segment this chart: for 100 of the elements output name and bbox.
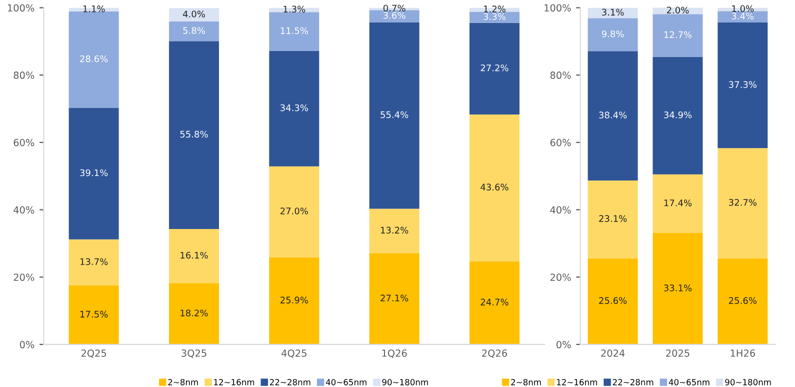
data-label: 1.1% [83, 5, 105, 12]
legend-label: 22~28nm [612, 379, 654, 386]
data-label: 37.3% [729, 81, 757, 88]
bar [269, 257, 320, 344]
legend-label: 12~16nm [214, 379, 254, 386]
y-tick-label: 40% [550, 206, 571, 214]
legend-label: 2~8nm [168, 379, 198, 386]
bar [68, 286, 119, 344]
bar [369, 208, 420, 254]
data-label: 1.2% [484, 6, 506, 12]
y-tick-label: 60% [550, 138, 571, 146]
bar [168, 8, 219, 22]
y-tick-label: 80% [550, 72, 571, 79]
x-tick-label: 2Q26 [482, 349, 507, 358]
bar [369, 253, 420, 344]
data-label: 2.0% [666, 6, 689, 14]
x-tick-label: 4Q25 [282, 349, 306, 358]
data-label: 3.1% [602, 8, 624, 16]
data-label: 11.5% [280, 27, 308, 34]
data-label: 13.7% [80, 258, 108, 266]
data-label: 5.8% [183, 27, 205, 34]
data-label: 28.6% [80, 55, 108, 62]
bar [652, 174, 703, 233]
bar [588, 180, 638, 258]
y-tick-label: 80% [14, 72, 34, 79]
legend-label: 90~180nm [725, 379, 771, 386]
bar [652, 56, 703, 174]
bar [718, 22, 768, 148]
legend-label: 40~65nm [668, 379, 710, 386]
data-label: 3.4% [732, 12, 754, 20]
x-tick-label: 2025 [666, 349, 690, 357]
legend-label: 90~180nm [382, 379, 428, 386]
data-label: 24.7% [480, 298, 508, 306]
data-label: 0.7% [383, 4, 406, 12]
y-tick-label: 60% [14, 138, 34, 146]
bar [369, 22, 420, 209]
data-label: 34.3% [280, 104, 308, 112]
legend-label: 40~65nm [326, 379, 366, 386]
bar [168, 22, 219, 42]
bar [269, 166, 320, 258]
data-label: 27.2% [480, 64, 508, 72]
legend-label: 12~16nm [557, 379, 597, 386]
bar [652, 232, 703, 344]
bar [469, 12, 520, 23]
bar [168, 228, 219, 284]
bar [718, 148, 768, 258]
data-label: 33.1% [664, 284, 692, 292]
bar [718, 258, 768, 344]
bar [168, 283, 219, 344]
data-label: 39.1% [80, 169, 108, 176]
bar [469, 114, 520, 262]
data-label: 25.9% [280, 296, 308, 304]
data-label: 38.4% [599, 112, 627, 118]
data-label: 55.8% [180, 130, 208, 138]
data-label: 23.1% [599, 215, 627, 222]
data-label: 18.2% [180, 310, 208, 316]
y-tick-label: 40% [14, 206, 34, 214]
data-label: 25.6% [599, 297, 627, 304]
data-label: 43.6% [480, 184, 508, 190]
data-label: 3.3% [484, 13, 506, 20]
bar [68, 239, 119, 286]
y-tick-label: 0% [20, 340, 34, 348]
x-tick-label: 3Q25 [182, 349, 206, 358]
data-label: 16.1% [180, 252, 208, 259]
bar [718, 11, 768, 23]
data-label: 17.5% [80, 310, 108, 318]
data-label: 3.6% [384, 12, 406, 19]
data-label: 25.6% [728, 297, 757, 304]
data-label: 17.4% [664, 199, 692, 206]
data-label: 32.7% [729, 198, 757, 206]
data-label: 12.7% [664, 31, 692, 38]
data-label: 27.1% [380, 294, 408, 302]
x-tick-label: 2Q25 [81, 349, 106, 358]
bar [588, 258, 638, 344]
legend-label: 22~28nm [270, 379, 310, 386]
bar [168, 41, 219, 229]
bar [469, 22, 520, 114]
y-tick-label: 20% [550, 274, 571, 281]
x-tick-label: 1Q26 [382, 349, 407, 358]
data-label: 1.0% [732, 5, 754, 12]
x-tick-label: 1H26 [730, 349, 755, 357]
bar [588, 51, 638, 180]
bar [369, 10, 420, 22]
bar [469, 261, 520, 344]
bar [652, 14, 703, 57]
bar [68, 11, 119, 108]
data-label: 34.9% [664, 111, 692, 118]
y-tick-label: 100% [8, 4, 34, 12]
data-label: 1.3% [284, 6, 306, 13]
legend-label: 2~8nm [511, 379, 541, 386]
data-label: 27.0% [280, 208, 308, 214]
bar [269, 12, 320, 51]
bar [269, 50, 320, 166]
bar [588, 18, 638, 52]
data-label: 13.2% [380, 226, 408, 234]
data-label: 4.0% [182, 10, 205, 18]
y-tick-label: 100% [544, 4, 571, 12]
data-label: 55.4% [380, 111, 408, 118]
bar [68, 108, 119, 240]
x-tick-label: 2024 [601, 349, 625, 357]
